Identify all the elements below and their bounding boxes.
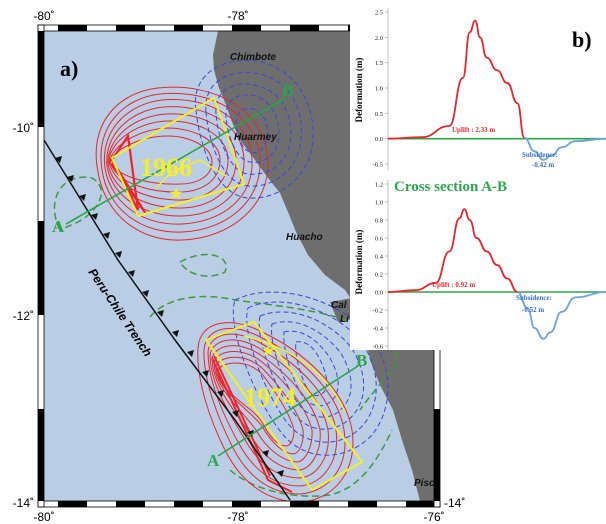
chart-1974-ylabel: Deformation (m) [354,230,364,295]
place-callao: Cal [331,300,347,311]
rupture-box-1974 [204,320,364,492]
subsidence-contours-1974 [233,291,389,456]
uplift-curve [387,208,518,293]
chart-annotation: -0.42 m [532,161,554,169]
y-tick-label: 1.2 [375,182,383,189]
y-tick-label: -0.5 [373,162,383,169]
y-tick-label: 1.5 [375,60,383,67]
y-tick-label: -0.2 [373,308,383,315]
panel-a-label: a) [60,56,78,81]
event-label-1966: 1966 [140,153,192,182]
section-1974-end: B [356,351,367,370]
chart-annotation: Uplift : 0.92 m [432,281,475,289]
section-title: Cross section A-B [394,179,507,195]
lon-tick-bottom-76: -76˚ [423,510,444,524]
y-tick-label: -0.4 [373,326,384,333]
place-chimbote: Chimbote [230,52,277,63]
lon-tick-bottom-78: -78˚ [227,510,248,524]
y-tick-label: 2.5 [375,10,383,17]
rupture-box-1966 [110,96,246,218]
subsidence-curve [523,136,606,161]
y-tick-label: 0.6 [375,236,384,243]
peru-chile-trench [44,139,291,501]
y-tick-label: 2.0 [375,35,383,42]
island [330,298,356,322]
lat-tick-14: -14˚ [13,496,34,510]
subsidence-curve [517,291,606,340]
section-1974-start: A [207,451,220,470]
y-tick-label: 0.5 [375,111,383,118]
lat-tick-12: -12˚ [13,309,34,323]
epicenter-star-1966: ★ [169,186,183,203]
chart-1974: Deformation (m) 1.2 1.0 0.8 0.6 0.4 0.2 0.0 -0.… [354,180,606,351]
y-tick-label: 0.8 [375,218,383,225]
chart-annotation: -0.52 m [522,306,544,314]
place-huacho: Huacho [286,232,323,243]
section-lines [65,97,359,457]
chart-1966: Deformation (m) 2.5 2.0 1.5 1.0 0.5 0.0 -0.5 Up… [354,8,606,170]
chart-annotation: Subsidence: [522,151,558,159]
zero-contours [53,176,398,497]
place-pisco: Pisc [414,478,435,489]
chart-annotation: Subsidence: [516,294,552,302]
y-tick-label: 0.0 [375,290,383,297]
rupture-1966: ★ [95,59,314,241]
chart-1966-ylabel: Deformation (m) [354,58,364,123]
section-1966-start: A [52,217,65,236]
place-huarmey: Huarmey [234,132,277,143]
panel-b-label: b) [572,27,592,52]
y-tick-label: 0.0 [375,136,383,143]
y-tick-label: 1.0 [375,200,383,207]
subsidence-contours-1966 [194,59,314,199]
lat-tick-right-14: -14˚ [444,496,465,510]
chart-annotation: Uplift : 2.33 m [452,126,495,134]
y-tick-label: -0.6 [373,344,384,351]
cross-section-panel: b) Cross section A-B Deformation (m) 2.5… [350,0,606,351]
y-tick-label: 0.2 [375,272,383,279]
lon-tick-top-80: -80˚ [33,9,54,23]
uplift-curve [387,19,526,140]
event-label-1974: 1974 [244,383,296,412]
rupture-1974: ★ [197,291,389,501]
y-tick-label: 0.4 [375,254,384,261]
lon-tick-top-78: -78˚ [227,9,248,23]
y-tick-label: 1.0 [375,86,383,93]
lon-tick-bottom-80: -80˚ [33,510,54,524]
lat-tick-10: -10˚ [13,121,34,135]
place-lima: Li [340,314,349,325]
section-1966-end: B [282,81,293,100]
epicenter-star-1974: ★ [261,343,275,360]
